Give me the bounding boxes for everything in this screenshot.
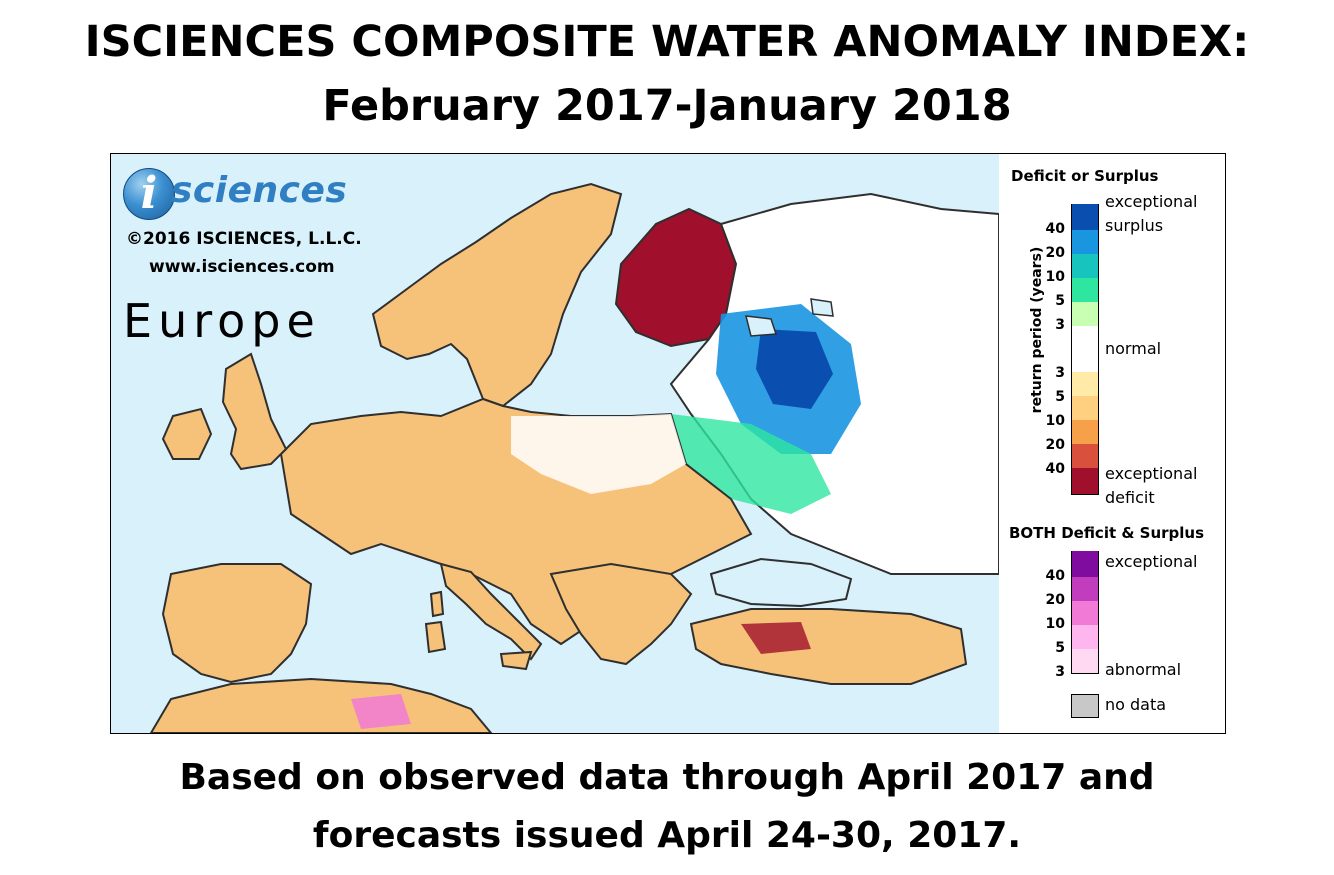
lake-onega — [810, 298, 834, 317]
title-line-1: ISCIENCES COMPOSITE WATER ANOMALY INDEX: — [84, 17, 1250, 67]
swatch-surplus-20 — [1071, 230, 1099, 254]
copyright-text: ©2016 ISCIENCES, L.L.C. — [126, 229, 362, 249]
label-both-abnormal: abnormal — [1105, 660, 1182, 679]
swatch-deficit-5 — [1071, 396, 1099, 420]
swatch-deficit-3 — [1071, 372, 1099, 396]
tick-deficit-3: 3 — [1055, 365, 1065, 381]
region-label: Europe — [123, 294, 321, 348]
tick-both-3: 3 — [1055, 664, 1065, 680]
tick-both-10: 10 — [1045, 616, 1065, 632]
tick-deficit-20: 20 — [1045, 437, 1065, 453]
swatch-deficit-20 — [1071, 444, 1099, 468]
label-exceptional-surplus-1: exceptional — [1105, 192, 1198, 211]
website-link[interactable]: www.isciences.com — [149, 257, 335, 277]
surplus-core-russia — [756, 329, 833, 409]
swatch-deficit-10 — [1071, 420, 1099, 444]
swatch-both-3 — [1071, 649, 1099, 674]
land-balkans — [549, 562, 693, 666]
swatch-both-20 — [1071, 577, 1099, 601]
swatch-no-data — [1071, 694, 1099, 718]
label-both-exceptional: exceptional — [1105, 552, 1198, 571]
land-iberia — [161, 563, 313, 684]
swatch-deficit-40 — [1071, 468, 1099, 495]
tick-surplus-10: 10 — [1045, 269, 1065, 285]
label-exceptional-surplus-2: surplus — [1105, 216, 1164, 235]
tick-surplus-5: 5 — [1055, 293, 1065, 309]
swatch-surplus-10 — [1071, 254, 1099, 278]
surplus-area-ukraine — [671, 414, 831, 514]
footer-line-1: Based on observed data through April 201… — [179, 757, 1155, 798]
land-scandinavia — [371, 182, 623, 408]
swatch-surplus-40 — [1071, 204, 1099, 230]
tick-both-40: 40 — [1045, 568, 1065, 584]
swatch-both-10 — [1071, 601, 1099, 625]
swatch-normal — [1071, 326, 1099, 372]
land-ireland — [161, 407, 213, 460]
tick-surplus-40: 40 — [1045, 221, 1065, 237]
logo-i-icon: i — [123, 168, 175, 220]
tick-surplus-3: 3 — [1055, 317, 1065, 333]
swatch-both-40 — [1071, 551, 1099, 577]
footer-line-2: forecasts issued April 24-30, 2017. — [312, 815, 1022, 856]
map-frame: i sciences ©2016 ISCIENCES, L.L.C. www.i… — [110, 153, 1226, 734]
label-no-data: no data — [1105, 695, 1167, 714]
swatch-surplus-5 — [1071, 278, 1099, 302]
label-normal: normal — [1105, 339, 1162, 358]
deficit-area-turkey — [741, 622, 811, 654]
land-corsica — [429, 590, 445, 618]
legend-heading-both: BOTH Deficit & Surplus — [1009, 524, 1205, 542]
tick-surplus-20: 20 — [1045, 245, 1065, 261]
tick-deficit-10: 10 — [1045, 413, 1065, 429]
land-sicily — [499, 650, 533, 671]
tick-both-20: 20 — [1045, 592, 1065, 608]
title-line-2: February 2017-January 2018 — [322, 81, 1012, 131]
label-exceptional-deficit-2: deficit — [1105, 488, 1155, 507]
swatch-surplus-3 — [1071, 302, 1099, 326]
legend-heading-deficit-surplus: Deficit or Surplus — [1011, 167, 1159, 185]
legend-panel: Deficit or Surplus return period (years)… — [999, 154, 1225, 733]
tick-deficit-40: 40 — [1045, 461, 1065, 477]
label-exceptional-deficit-1: exceptional — [1105, 464, 1198, 483]
both-area-africa — [351, 694, 411, 729]
tick-both-5: 5 — [1055, 640, 1065, 656]
land-eastern-central — [511, 414, 686, 494]
tick-deficit-5: 5 — [1055, 389, 1065, 405]
land-great-britain — [221, 352, 288, 471]
isciences-logo: i sciences — [123, 168, 363, 220]
logo-wordmark: sciences — [171, 170, 348, 211]
swatch-both-5 — [1071, 625, 1099, 649]
black-sea — [709, 557, 853, 608]
lake-ladoga — [745, 315, 778, 337]
land-sardinia — [424, 620, 447, 654]
europe-map — [111, 154, 999, 733]
land-italy — [439, 562, 543, 661]
